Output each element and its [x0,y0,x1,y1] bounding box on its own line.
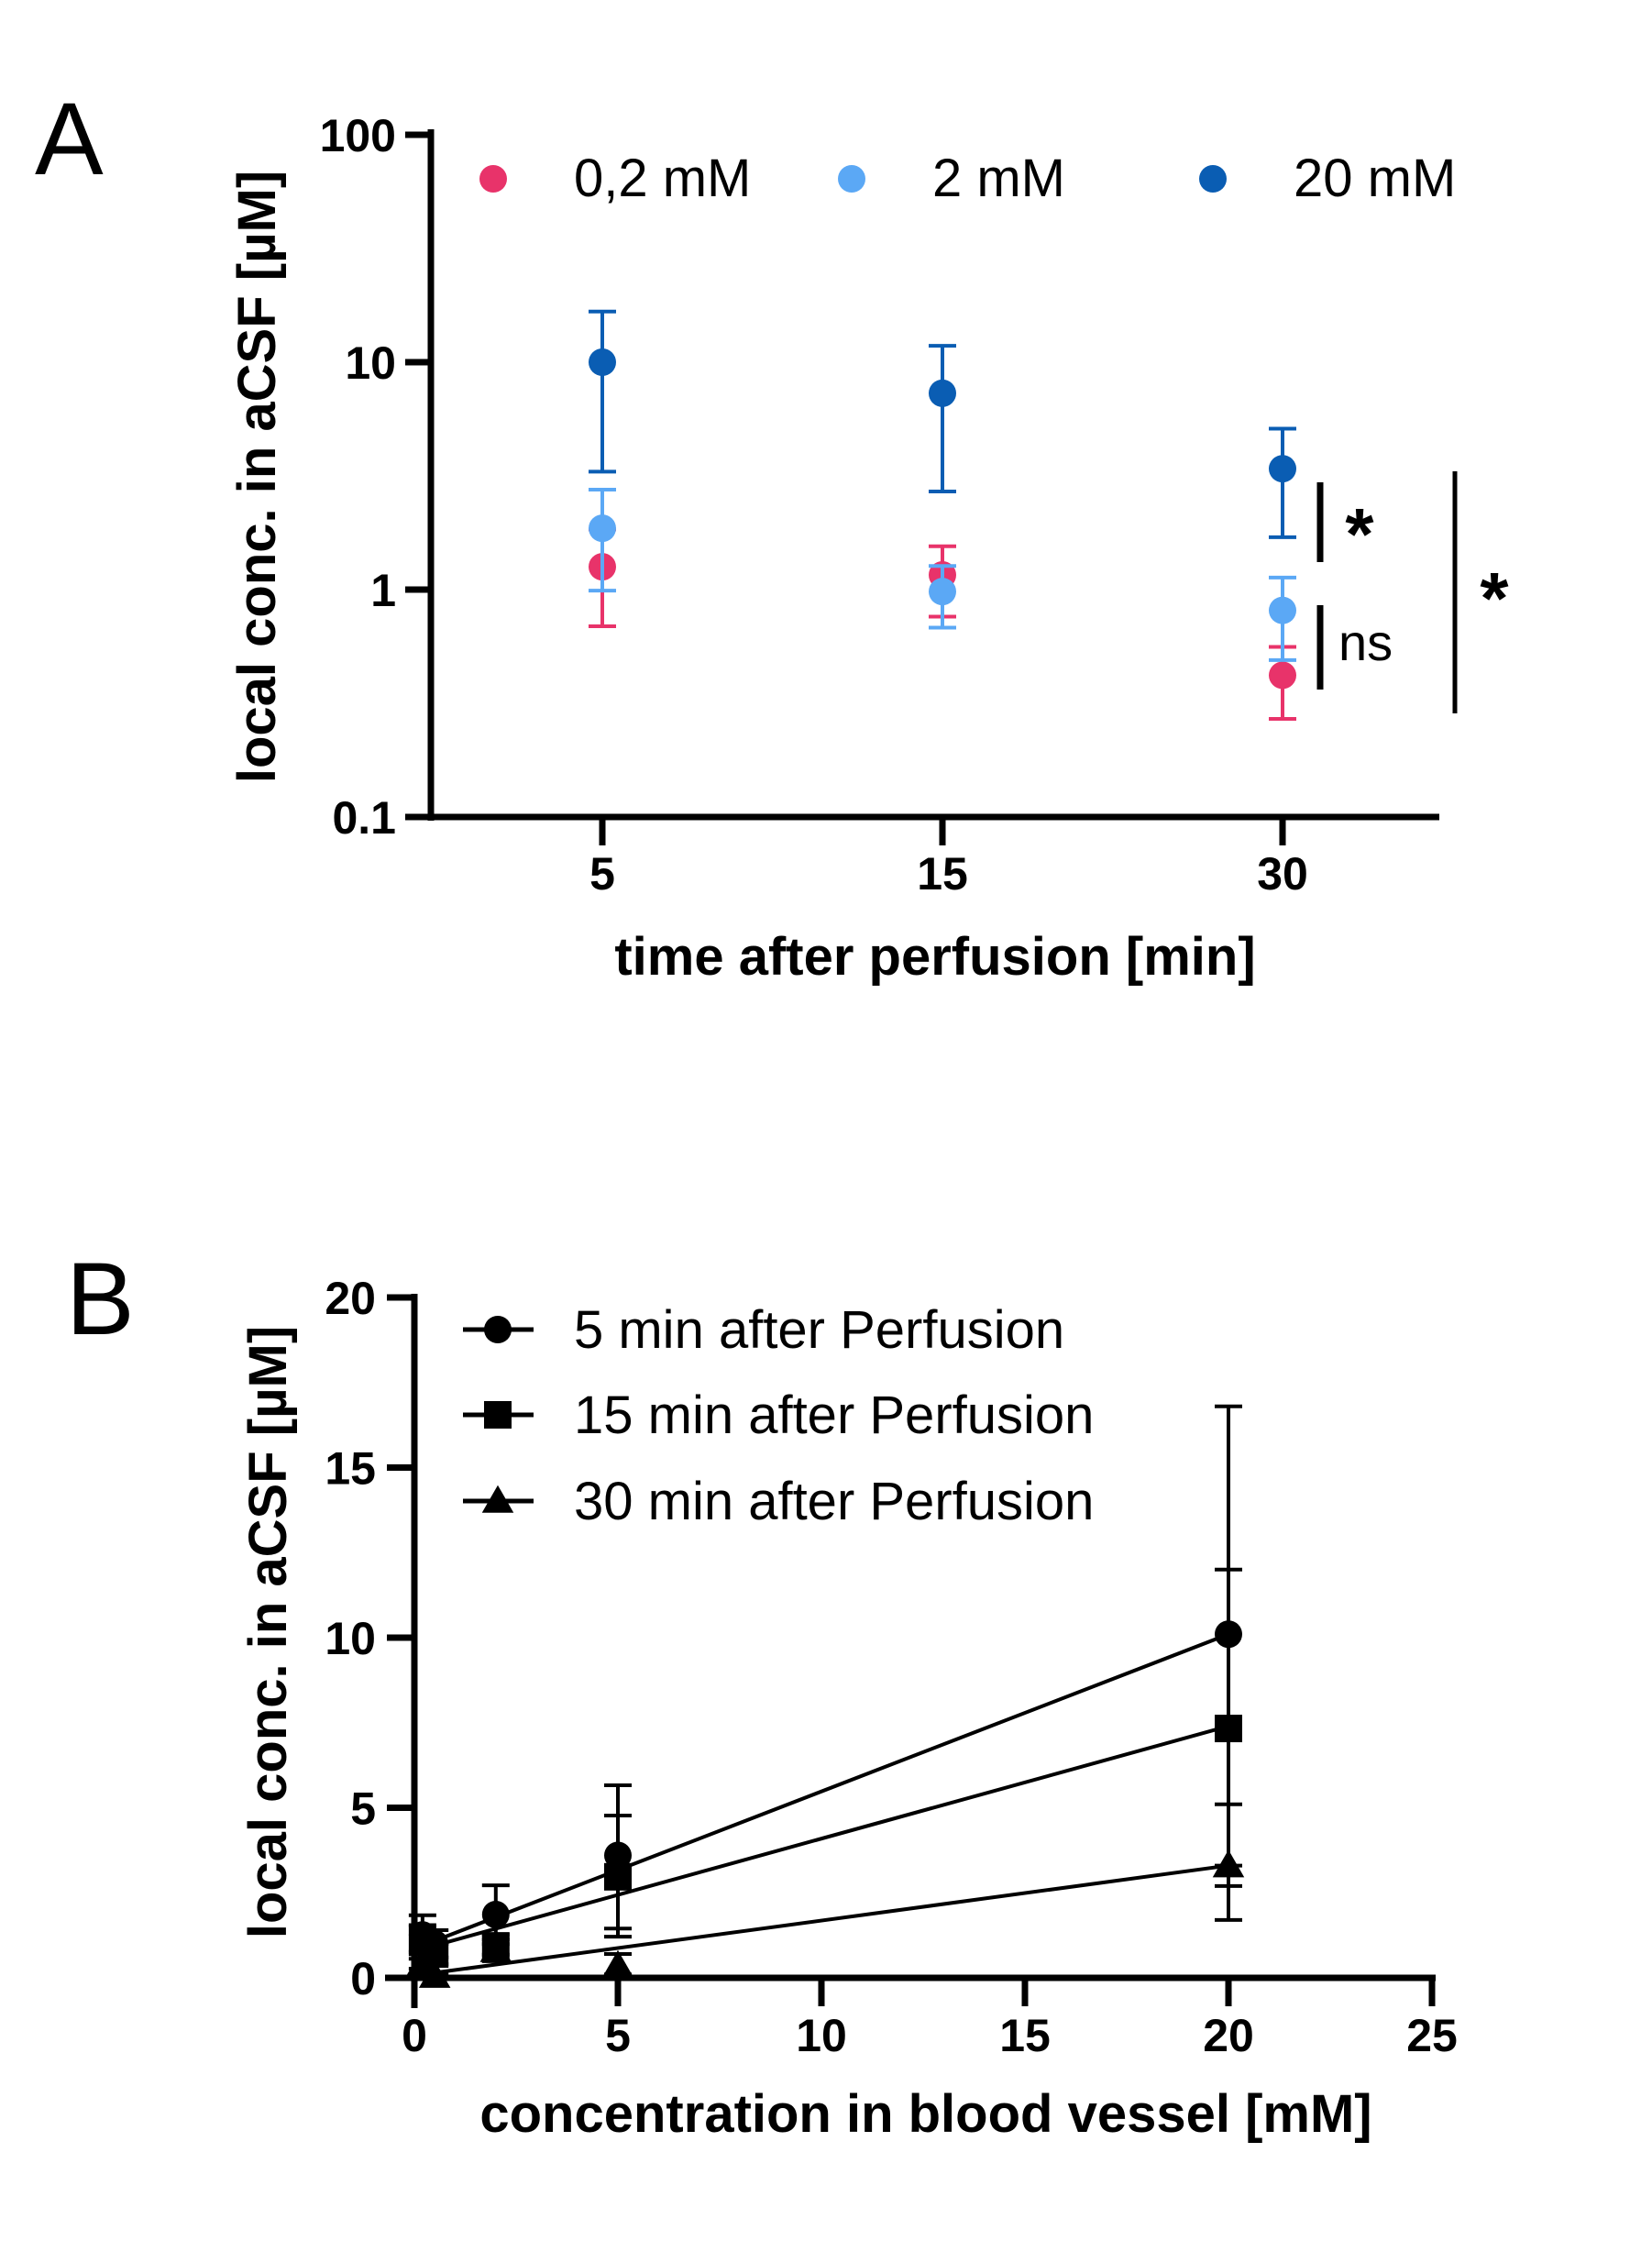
b-y-tick-label: 0 [350,1953,376,2004]
data-point [1212,1802,1245,1922]
legend-label-2-mm: 2 mM [932,149,1065,208]
data-point-20-mm-30min [1269,426,1296,539]
data-point [479,1934,512,1963]
b-x-tick-label: 5 [605,2010,631,2061]
b-x-tick-label: 10 [796,2010,847,2061]
a-y-tick-label: 1 [370,565,396,616]
b-y-axis-title: local conc. in aCSF [µM] [238,1326,298,1938]
marker [589,348,616,376]
legend-item-5-min-after-perfusion: 5 min after Perfusion [463,1300,1064,1360]
panel-b-letter: B [66,1242,135,1356]
series-15-min-after-perfusion [408,1567,1242,1969]
fit-line [422,1724,1229,1951]
legend-label: 5 min after Perfusion [574,1300,1064,1360]
marker-square [604,1862,632,1891]
legend-marker-2-mm [838,165,865,193]
legend-label: 30 min after Perfusion [574,1472,1094,1531]
a-y-ticks: 0.1 1 10 100 [320,110,431,844]
a-y-tick-label: 10 [345,337,396,389]
series-30-min-after-perfusion [406,1802,1245,1988]
a-data-points [589,309,1296,722]
b-x-tick-label: 20 [1203,2010,1254,2061]
marker-square [484,1401,512,1429]
b-data-points [406,1404,1245,1988]
marker-triangle [418,1959,451,1988]
marker-triangle [601,1949,634,1978]
data-point [601,1949,634,1978]
legend-label-0-2-mm: 0,2 mM [574,149,751,208]
marker-triangle [479,1934,512,1962]
legend-marker-0-2-mm [479,165,507,193]
a-x-ticks: 5 15 30 [589,817,1308,900]
marker-square [1215,1715,1242,1743]
marker [1269,661,1296,690]
a-x-axis-title: time after perfusion [min] [614,927,1255,987]
a-x-tick-label: 5 [589,848,615,900]
legend-item-30-min-after-perfusion: 30 min after Perfusion [463,1472,1094,1531]
b-y-tick-label: 20 [325,1273,376,1324]
b-x-tick-label: 25 [1406,2010,1458,2061]
legend-marker-20-mm [1199,165,1227,193]
a-y-tick-label: 0.1 [332,792,396,844]
marker [929,578,956,606]
data-point-20-mm-15min [929,344,956,494]
b-y-ticks: 0 5 10 15 20 [325,1273,414,2004]
legend-item-15-min-after-perfusion: 15 min after Perfusion [463,1385,1094,1445]
b-x-tick-label: 15 [999,2010,1051,2061]
data-point [418,1959,451,1988]
b-legend: 5 min after Perfusion 15 min after Perfus… [463,1300,1094,1531]
sig-label-20-vs-2: * [1345,493,1374,575]
sig-label-20-vs-02: * [1480,557,1509,639]
marker-circle [481,1900,510,1928]
a-legend: 0,2 mM 2 mM 20 mM [479,149,1456,208]
legend-label: 15 min after Perfusion [574,1385,1094,1445]
legend-label-20-mm: 20 mM [1294,149,1456,208]
data-point-20-mm-5min [589,309,616,474]
a-y-axis-title: local conc. in aCSF [µM] [227,171,287,783]
data-point-2-mm-5min [589,488,616,593]
a-x-tick-label: 15 [917,848,968,900]
a-y-tick-label: 100 [320,110,396,161]
panel-b: B 0 5 10 15 20 0 5 10 15 20 25 concentration in b… [66,1242,1458,2144]
data-point-2-mm-30min [1269,575,1296,662]
data-point [604,1814,632,1931]
panel-a: A 0.1 1 10 100 5 15 30 time after perfusion [… [35,82,1509,987]
data-point-2-mm-15min [929,564,956,630]
fit-line [422,1632,1229,1948]
b-y-tick-label: 10 [325,1613,376,1664]
marker-triangle [1212,1849,1245,1878]
a-x-tick-label: 30 [1257,848,1308,900]
marker [1269,455,1296,483]
b-y-tick-label: 15 [325,1443,376,1495]
fit-line [422,1863,1229,1977]
panel-a-letter: A [35,82,104,196]
marker [1269,596,1296,624]
marker [589,514,616,543]
b-x-axis-title: concentration in blood vessel [mM] [479,2084,1371,2144]
data-point-0-2-mm-30min [1269,645,1296,722]
marker-circle [484,1316,512,1343]
sig-label-2-vs-02: ns [1338,613,1393,671]
b-y-tick-label: 5 [350,1783,376,1835]
b-x-tick-label: 0 [402,2010,427,2061]
marker-triangle [481,1485,514,1513]
a-significance: * ns * [1316,471,1509,713]
b-x-ticks: 0 5 10 15 20 25 [402,1978,1458,2061]
marker [929,379,956,407]
